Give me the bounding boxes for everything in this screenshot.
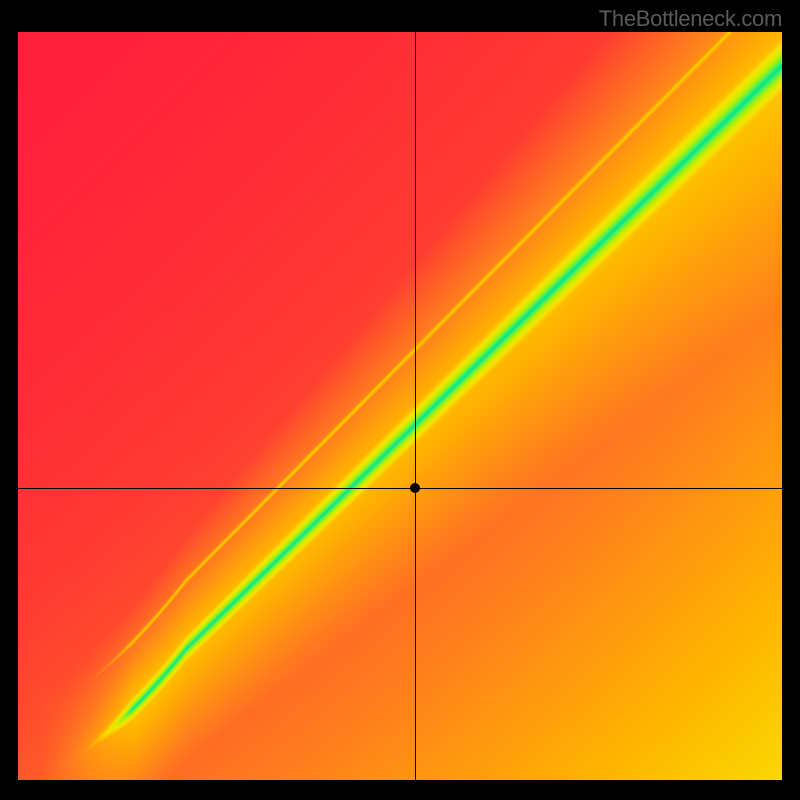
crosshair-horizontal xyxy=(18,488,782,490)
crosshair-vertical xyxy=(415,32,417,780)
heatmap-canvas xyxy=(18,32,782,780)
watermark-text: TheBottleneck.com xyxy=(599,6,782,32)
heatmap-plot xyxy=(18,32,782,780)
chart-frame: TheBottleneck.com xyxy=(0,0,800,800)
data-point-marker xyxy=(410,483,420,493)
